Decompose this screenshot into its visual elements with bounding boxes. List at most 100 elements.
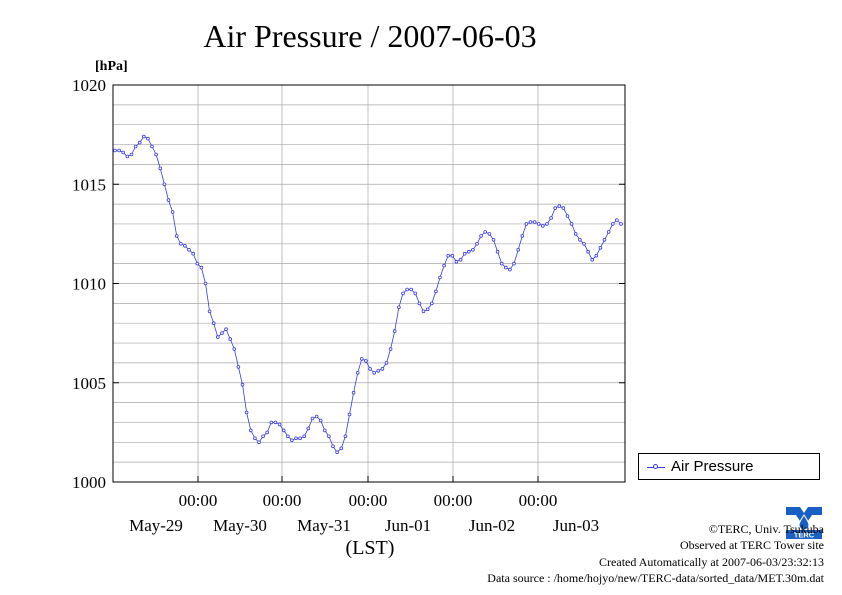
- data-point: [429, 301, 434, 306]
- data-point: [211, 321, 216, 326]
- x-date-label: May-31: [297, 516, 351, 535]
- x-tick-time-label: 00:00: [434, 491, 473, 510]
- data-point: [561, 206, 566, 210]
- data-point: [306, 426, 311, 431]
- terc-logo-icon: TERC: [786, 507, 822, 539]
- data-point: [216, 335, 220, 339]
- data-point: [569, 222, 574, 226]
- x-date-label: Jun-03: [553, 516, 599, 535]
- data-point: [314, 414, 319, 419]
- data-point: [376, 368, 381, 373]
- data-point: [462, 251, 467, 256]
- data-point: [565, 214, 570, 218]
- data-point: [508, 267, 512, 272]
- data-point: [384, 361, 389, 365]
- data-point: [499, 261, 504, 266]
- data-point: [442, 263, 446, 268]
- data-point: [121, 150, 125, 155]
- data-point: [516, 248, 520, 252]
- data-point: [339, 446, 344, 451]
- y-tick-label: 1000: [72, 473, 106, 492]
- data-point: [573, 232, 578, 236]
- data-point: [162, 182, 167, 187]
- data-point: [471, 248, 475, 252]
- data-point: [586, 249, 590, 254]
- x-date-label: May-29: [129, 516, 183, 535]
- data-point: [615, 218, 619, 222]
- x-tick-time-label: 00:00: [179, 491, 218, 510]
- data-point: [528, 220, 533, 224]
- data-point: [207, 309, 212, 314]
- data-point: [512, 261, 516, 266]
- data-point: [224, 327, 228, 332]
- y-tick-label: 1015: [72, 175, 106, 194]
- data-point: [240, 382, 245, 387]
- data-point: [302, 434, 307, 439]
- data-point: [417, 301, 422, 306]
- data-point: [372, 370, 377, 375]
- data-point: [249, 428, 253, 433]
- data-point: [549, 216, 553, 220]
- data-point: [137, 140, 142, 145]
- data-point: [129, 152, 134, 157]
- credit-source: Data source : /home/hojyo/new/TERC-data/…: [487, 571, 824, 585]
- data-point: [183, 244, 187, 248]
- data-point: [355, 370, 360, 375]
- data-point: [265, 430, 270, 435]
- data-point: [532, 220, 537, 224]
- series-line-air-pressure: [115, 136, 622, 453]
- legend-marker-icon: [653, 464, 658, 469]
- data-point: [174, 234, 179, 238]
- data-point: [310, 416, 315, 421]
- data-point: [158, 166, 163, 171]
- data-point: [166, 198, 171, 202]
- data-point: [154, 152, 158, 157]
- data-point: [388, 347, 393, 351]
- x-tick-time-label: 00:00: [519, 491, 558, 510]
- data-point: [545, 222, 549, 226]
- data-point: [322, 428, 327, 433]
- data-point: [232, 347, 237, 351]
- data-point: [450, 253, 455, 258]
- data-point: [236, 365, 241, 369]
- data-point: [170, 210, 175, 214]
- data-point: [343, 434, 348, 439]
- data-point: [434, 289, 438, 294]
- data-point: [475, 242, 479, 246]
- data-point: [602, 238, 607, 242]
- data-point: [524, 222, 529, 226]
- data-point: [261, 434, 265, 439]
- grid-lines: [113, 85, 625, 482]
- data-point: [133, 144, 138, 149]
- y-axis-ticks: 1000 1005 1010 1015 1020: [72, 76, 625, 492]
- data-point: [294, 436, 298, 441]
- data-point: [117, 148, 121, 153]
- data-point: [491, 238, 496, 242]
- chart-title: Air Pressure / 2007-06-03: [203, 18, 536, 54]
- data-point: [421, 309, 426, 314]
- data-point: [458, 257, 463, 262]
- data-point: [359, 357, 364, 361]
- data-point: [557, 204, 562, 208]
- x-axis-ticks: 00:00 00:00 00:00 00:00 00:00 May-29 May-30 May…: [129, 476, 599, 535]
- legend-entry-air-pressure: Air Pressure: [671, 458, 754, 475]
- data-point: [582, 242, 586, 246]
- data-point: [257, 440, 261, 445]
- data-point: [285, 434, 290, 439]
- data-point: [187, 248, 191, 252]
- data-point: [520, 234, 525, 238]
- data-point: [409, 287, 414, 292]
- y-tick-label: 1020: [72, 76, 106, 95]
- data-point: [331, 444, 335, 449]
- data-point: [199, 265, 204, 270]
- y-tick-label: 1010: [72, 275, 106, 294]
- series-points-air-pressure: [113, 134, 623, 455]
- data-point: [146, 136, 150, 141]
- data-point: [425, 307, 430, 312]
- data-point: [380, 367, 385, 371]
- data-point: [335, 450, 339, 455]
- data-point: [228, 337, 233, 341]
- data-point: [351, 390, 356, 395]
- data-point: [364, 359, 368, 363]
